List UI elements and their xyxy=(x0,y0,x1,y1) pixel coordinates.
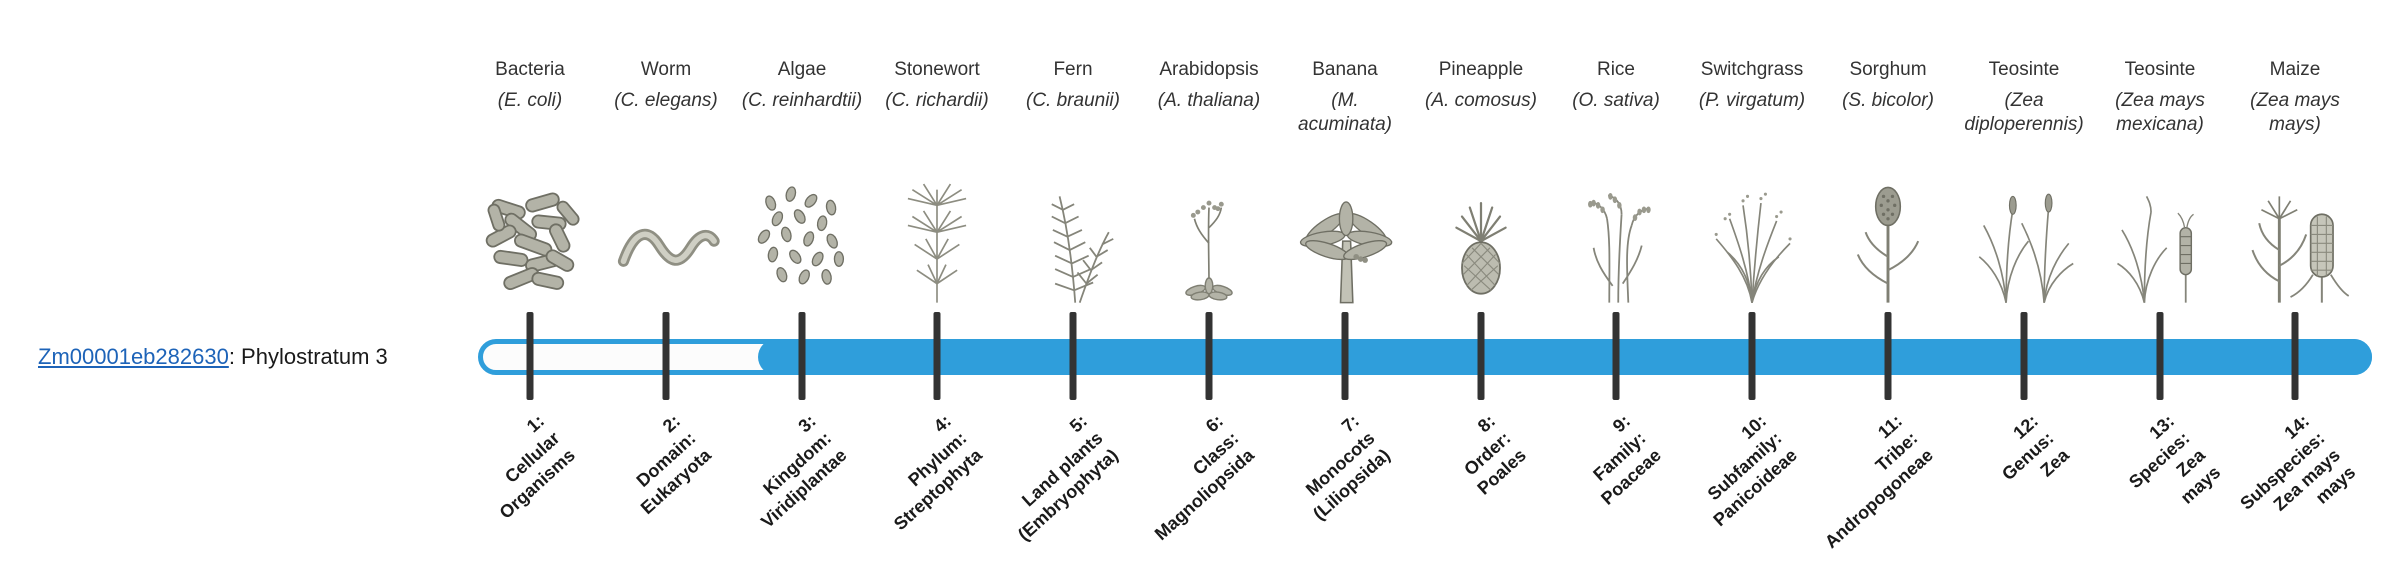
taxon-scientific-name: (E. coli) xyxy=(497,90,563,111)
timeline-tick-12 xyxy=(2020,312,2028,400)
taxon-column-teosinte-diploperennis: Teosinte (Zea diploperennis) xyxy=(1962,58,2086,306)
taxon-scientific-name: (Zea diploperennis) xyxy=(1964,90,2084,135)
timeline-tick-5 xyxy=(1069,312,1077,400)
fern-illustration xyxy=(1011,151,1135,306)
gene-stratum-text: : Phylostratum 3 xyxy=(228,344,388,369)
taxon-column-sorghum: Sorghum (S. bicolor) xyxy=(1826,58,1950,306)
taxon-common-name: Switchgrass xyxy=(1700,59,1804,80)
timeline-tick-7 xyxy=(1341,312,1349,400)
timeline-tick-6 xyxy=(1205,312,1213,400)
timeline-tick-4 xyxy=(933,312,941,400)
taxon-common-name: Stonewort xyxy=(894,59,980,80)
taxon-common-name: Fern xyxy=(1053,59,1093,80)
arabidopsis-illustration xyxy=(1147,151,1271,306)
taxon-scientific-name: (C. elegans) xyxy=(614,90,718,111)
taxon-common-name: Algae xyxy=(777,59,827,80)
taxon-scientific-name: (P. virgatum) xyxy=(1698,90,1806,111)
phylostratum-fill xyxy=(758,339,2372,375)
timeline-tick-14 xyxy=(2291,312,2299,400)
taxon-column-teosinte-mexicana: Teosinte (Zea mays mexicana) xyxy=(2098,58,2222,306)
timeline-tick-13 xyxy=(2156,312,2164,400)
timeline-tick-10 xyxy=(1748,312,1756,400)
stratum-label-14: 14: Subspecies: Zea mays mays xyxy=(2236,410,2360,515)
timeline-tick-8 xyxy=(1477,312,1485,400)
taxon-scientific-name: (A. comosus) xyxy=(1425,90,1537,111)
taxon-scientific-name: (C. braunii) xyxy=(1026,90,1120,111)
taxon-column-fern: Fern (C. braunii) xyxy=(1011,58,1135,306)
taxon-common-name: Sorghum xyxy=(1849,59,1927,80)
gene-id-link[interactable]: Zm00001eb282630 xyxy=(38,344,229,369)
taxon-common-name: Teosinte xyxy=(1988,59,2060,80)
stratum-label-12: 12: Genus: Zea xyxy=(1997,410,2073,485)
taxon-scientific-name: (Zea mays mexicana) xyxy=(2115,90,2205,135)
timeline-tick-11 xyxy=(1884,312,1892,400)
taxon-scientific-name: (C. reinhardtii) xyxy=(741,90,863,111)
teosinte-illustration xyxy=(1962,151,2086,306)
taxon-column-maize: Maize (Zea mays mays) xyxy=(2233,58,2357,306)
taxon-column-algae: Algae (C. reinhardtii) xyxy=(740,58,864,306)
worm-illustration xyxy=(604,151,728,306)
taxon-common-name: Worm xyxy=(640,59,692,80)
stratum-label-7: 7: Monocots (Liliopsida) xyxy=(1301,410,1394,525)
stratum-label-11: 11: Tribe: Andropogoneae xyxy=(1820,410,1937,553)
taxon-common-name: Rice xyxy=(1596,59,1635,80)
taxon-column-worm: Worm (C. elegans) xyxy=(604,58,728,306)
gene-label: Zm00001eb282630: Phylostratum 3 xyxy=(38,344,388,370)
taxon-column-bacteria: Bacteria (E. coli) xyxy=(468,58,592,306)
taxon-scientific-name: (S. bicolor) xyxy=(1842,90,1934,111)
stratum-label-4: 4: Phylum: Streptophyta xyxy=(889,410,986,535)
taxon-scientific-name: (A. thaliana) xyxy=(1157,90,1261,111)
taxon-common-name: Bacteria xyxy=(495,59,565,80)
stonewort-illustration xyxy=(875,151,999,306)
pineapple-illustration xyxy=(1419,151,1543,306)
taxon-scientific-name: (C. richardii) xyxy=(885,90,989,111)
taxon-scientific-name: (Zea mays mays) xyxy=(2250,90,2340,135)
timeline-tick-1 xyxy=(526,312,534,400)
timeline-tick-9 xyxy=(1612,312,1620,400)
banana-illustration xyxy=(1283,151,1407,306)
timeline-tick-2 xyxy=(662,312,670,400)
sorghum-illustration xyxy=(1826,151,1950,306)
stratum-label-8: 8: Order: Poales xyxy=(1460,410,1530,499)
stratum-label-6: 6: Class: Magnoliopsida xyxy=(1150,410,1258,545)
taxon-column-arabidopsis: Arabidopsis (A. thaliana) xyxy=(1147,58,1271,306)
timeline-tick-3 xyxy=(798,312,806,400)
rice-illustration xyxy=(1554,151,1678,306)
stratum-label-2: 2: Domain: Eukaryota xyxy=(632,410,715,519)
maize-illustration xyxy=(2233,151,2357,306)
taxon-common-name: Banana xyxy=(1312,59,1378,80)
taxon-common-name: Maize xyxy=(2269,59,2321,80)
taxon-column-stonewort: Stonewort (C. richardii) xyxy=(875,58,999,306)
algae-illustration xyxy=(740,151,864,306)
taxon-column-pineapple: Pineapple (A. comosus) xyxy=(1419,58,1543,306)
taxon-scientific-name: (M. acuminata) xyxy=(1298,90,1392,135)
taxon-column-banana: Banana (M. acuminata) xyxy=(1283,58,1407,306)
stratum-label-13: 13: Species: Zea mays xyxy=(2125,410,2225,508)
taxon-column-switchgrass: Switchgrass (P. virgatum) xyxy=(1690,58,1814,306)
taxon-scientific-name: (O. sativa) xyxy=(1572,90,1660,111)
taxon-common-name: Arabidopsis xyxy=(1159,59,1259,80)
stratum-label-3: 3: Kingdom: Viridiplantae xyxy=(757,410,851,532)
taxon-common-name: Pineapple xyxy=(1438,59,1524,80)
teosinte-ear-illustration xyxy=(2098,151,2222,306)
taxon-common-name: Teosinte xyxy=(2124,59,2196,80)
taxon-column-rice: Rice (O. sativa) xyxy=(1554,58,1678,306)
stratum-label-5: 5: Land plants (Embryophyta) xyxy=(1014,410,1122,545)
bacteria-illustration xyxy=(468,151,592,306)
stratum-label-1: 1: Cellular Organisms xyxy=(495,410,579,523)
stratum-label-9: 9: Family: Poaceae xyxy=(1589,410,1665,509)
stratum-label-10: 10: Subfamily: Panicoideae xyxy=(1703,410,1801,531)
switchgrass-illustration xyxy=(1690,151,1814,306)
